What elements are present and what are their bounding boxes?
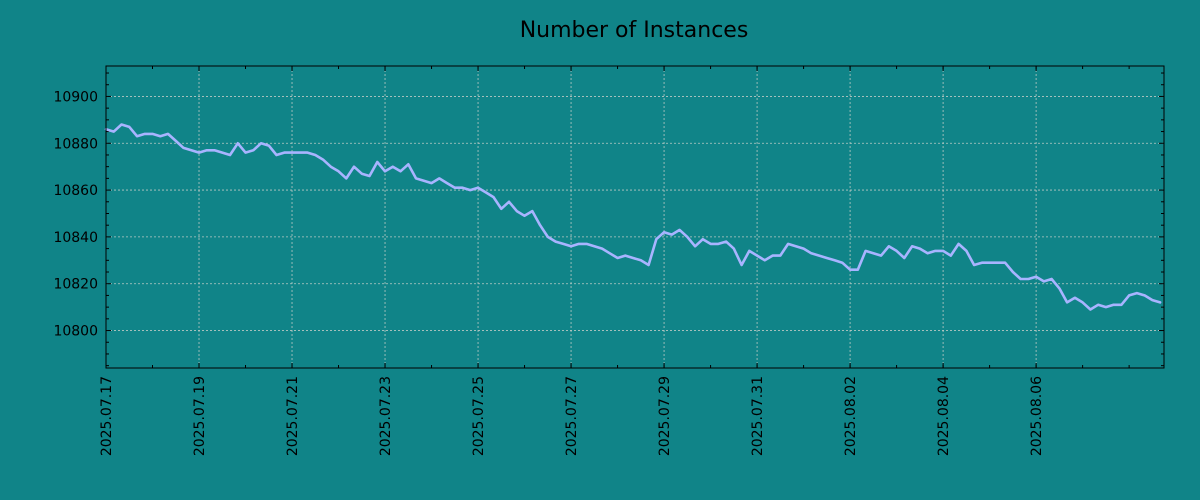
x-tick-label: 2025.07.25 — [471, 376, 487, 456]
y-tick-label: 10820 — [53, 277, 98, 293]
x-tick-label: 2025.08.06 — [1029, 376, 1045, 456]
grid — [105, 66, 1164, 368]
y-tick-label: 10880 — [53, 136, 98, 152]
x-tick-label: 2025.07.23 — [378, 376, 394, 456]
x-tick-label: 2025.07.29 — [657, 376, 673, 456]
x-tick-label: 2025.07.31 — [750, 376, 766, 456]
y-tick-label: 10900 — [53, 89, 98, 105]
series-line — [104, 123, 1162, 311]
y-tick-label: 10860 — [53, 183, 98, 199]
x-tick-label: 2025.07.21 — [285, 376, 301, 456]
x-axis-tick-labels: 2025.07.17 2025.07.19 2025.07.21 2025.07.23… — [99, 376, 1045, 456]
x-tick-label: 2025.07.27 — [564, 376, 580, 456]
x-tick-label: 2025.07.19 — [192, 376, 208, 456]
chart-title: Number of Instances — [520, 18, 749, 43]
x-tick-label: 2025.08.02 — [843, 376, 859, 456]
y-tick-label: 10800 — [53, 324, 98, 340]
x-tick-label: 2025.08.04 — [936, 376, 952, 456]
y-tick-label: 10840 — [53, 230, 98, 246]
x-tick-label: 2025.07.17 — [99, 376, 115, 456]
plot-area-frame — [105, 65, 1165, 369]
y-axis-tick-labels: 10800 10820 10840 10860 10880 10900 — [53, 89, 98, 339]
